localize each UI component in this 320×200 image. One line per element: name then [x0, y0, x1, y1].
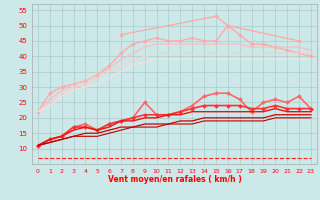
X-axis label: Vent moyen/en rafales ( km/h ): Vent moyen/en rafales ( km/h ) — [108, 175, 241, 184]
